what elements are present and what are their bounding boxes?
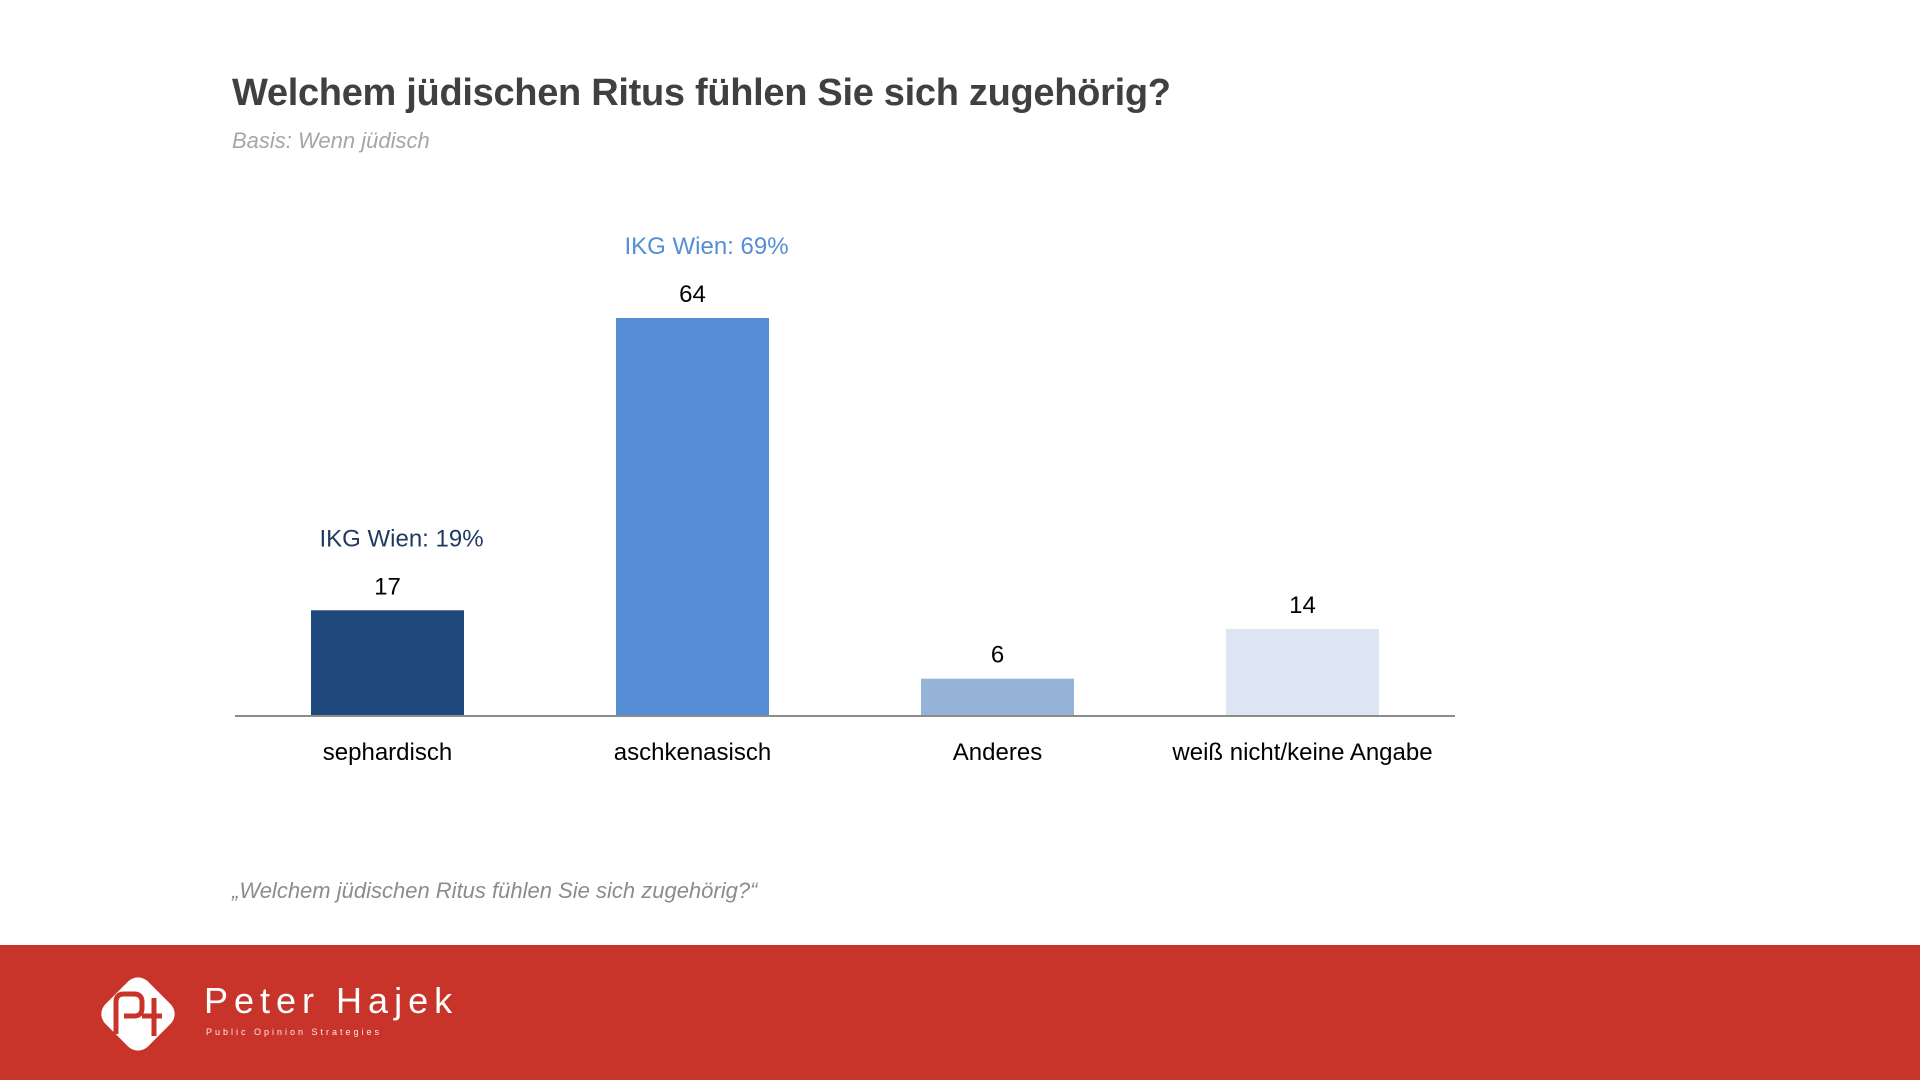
chart-subtitle: Basis: Wenn jüdisch <box>232 128 430 153</box>
footer-bar <box>0 945 1920 1080</box>
data-label: 14 <box>1289 592 1316 619</box>
category-label: sephardisch <box>323 739 452 766</box>
category-label: aschkenasisch <box>614 739 771 766</box>
bar-1 <box>616 318 769 716</box>
ikg-annotation: IKG Wien: 69% <box>624 233 788 260</box>
ikg-annotation: IKG Wien: 19% <box>319 525 483 552</box>
brand-name: Peter Hajek <box>204 980 459 1021</box>
data-label: 64 <box>679 281 706 308</box>
brand-tagline: Public Opinion Strategies <box>206 1027 383 1037</box>
data-label: 6 <box>991 642 1004 669</box>
question-footnote: „Welchem jüdischen Ritus fühlen Sie sich… <box>232 878 758 903</box>
data-label: 17 <box>374 573 401 600</box>
bar-chart: 17 sephardisch IKG Wien: 19% 64 aschkenasisc… <box>235 233 1455 766</box>
category-label: Anderes <box>953 739 1042 766</box>
bar-2 <box>921 678 1074 716</box>
chart-title: Welchem jüdischen Ritus fühlen Sie sich … <box>232 72 1171 114</box>
bar-0 <box>311 610 464 716</box>
category-label: weiß nicht/keine Angabe <box>1171 739 1432 766</box>
bar-3 <box>1226 628 1379 716</box>
ph-monogram-logo-icon <box>101 977 175 1051</box>
